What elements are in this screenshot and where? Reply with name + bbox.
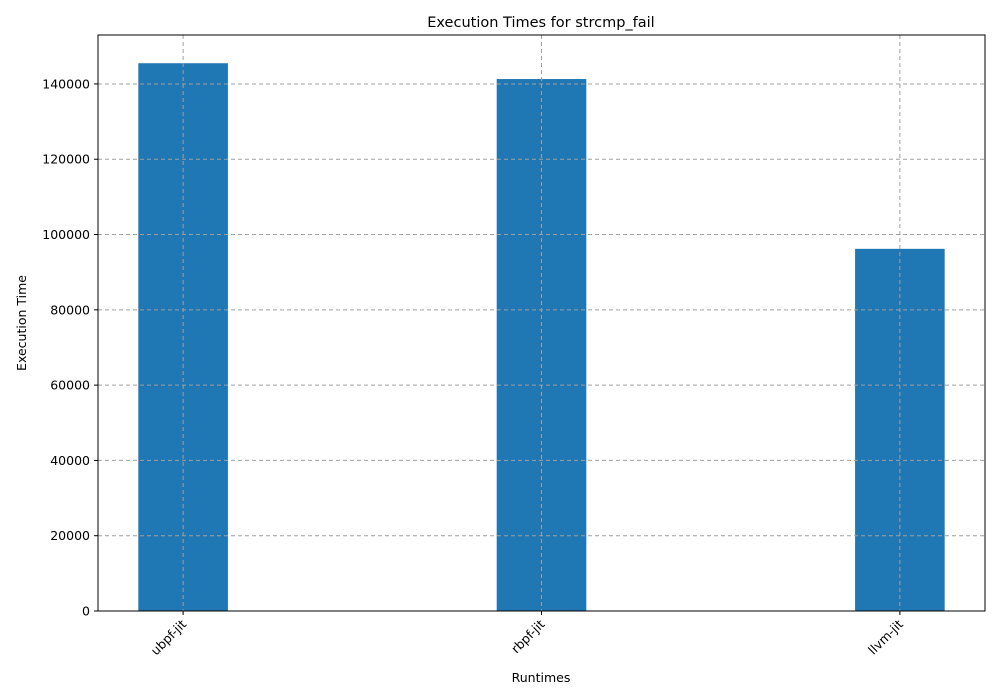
- chart-title: Execution Times for strcmp_fail: [427, 15, 654, 31]
- x-axis-label: Runtimes: [512, 670, 571, 685]
- y-tick-label: 0: [82, 604, 90, 619]
- y-tick-label: 60000: [50, 378, 90, 393]
- x-tick-label: llvm-jit: [865, 616, 906, 657]
- y-tick-label: 80000: [50, 302, 90, 317]
- grid-lines-front: [98, 35, 985, 612]
- y-tick-label: 140000: [42, 76, 90, 91]
- y-tick-label: 120000: [42, 152, 90, 167]
- y-tick-label: 100000: [42, 227, 90, 242]
- x-axis-ticks: ubpf-jit rbpf-jit llvm-jit: [148, 611, 906, 658]
- y-axis-label: Execution Time: [14, 275, 29, 371]
- x-tick-label: rbpf-jit: [508, 616, 548, 656]
- x-tick-label: ubpf-jit: [148, 616, 190, 658]
- y-axis-ticks: 0 20000 40000 60000 80000 100000 120000 140000: [42, 76, 98, 619]
- y-tick-label: 20000: [50, 528, 90, 543]
- y-tick-label: 40000: [50, 453, 90, 468]
